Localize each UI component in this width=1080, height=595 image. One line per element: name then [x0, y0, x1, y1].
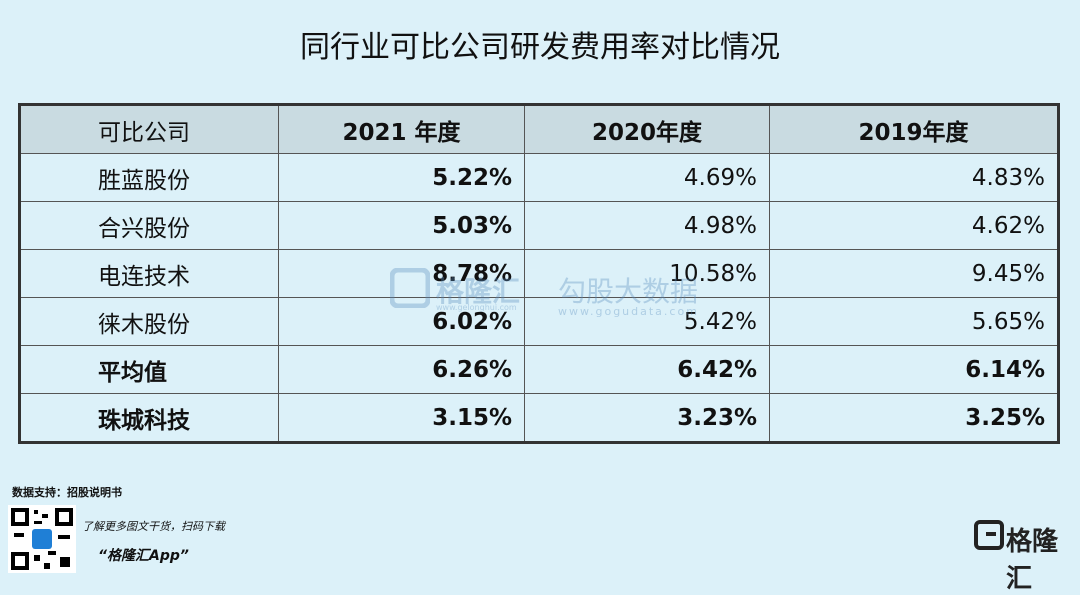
value-cell: 5.03%: [278, 201, 525, 250]
watermark-icon: [389, 267, 431, 309]
value-cell: 3.15%: [278, 393, 525, 443]
value-cell: 4.83%: [769, 153, 1059, 202]
table-row: 电连技术 8.78% 10.58% 9.45%: [19, 249, 1059, 298]
company-cell: 胜蓝股份: [19, 153, 279, 202]
table-row: 胜蓝股份 5.22% 4.69% 4.83%: [19, 153, 1059, 202]
table-row: 徕木股份 6.02% 5.42% 5.65%: [19, 297, 1059, 346]
header-cell: 2021 年度: [278, 104, 525, 154]
logo-text: 格隆汇: [1006, 527, 1059, 594]
table-row: 合兴股份 5.03% 4.98% 4.62%: [19, 201, 1059, 250]
table-row: 平均值 6.26% 6.42% 6.14%: [19, 345, 1059, 394]
value-cell: 8.78%: [278, 249, 525, 298]
title: 同行业可比公司研发费用率对比情况: [300, 30, 780, 65]
value-cell: 6.14%: [769, 345, 1059, 394]
app-name: “格隆汇App”: [98, 548, 189, 564]
header-cell: 2019年度: [769, 104, 1059, 154]
watermark-name: 勾股大数据: [558, 275, 699, 308]
value-cell: 9.45%: [769, 249, 1059, 298]
table-row: 珠城科技 3.15% 3.23% 3.25%: [19, 393, 1059, 443]
value-cell: 5.22%: [278, 153, 525, 202]
value-cell: 6.42%: [524, 345, 770, 394]
watermark-brand: 格隆汇: [436, 275, 521, 308]
value-cell: 3.25%: [769, 393, 1059, 443]
watermark-url: www.gogudata.com: [558, 305, 699, 318]
qr-code: [8, 505, 76, 573]
page: 同行业可比公司研发费用率对比情况 可比公司 2021 年度 2020年度 2019年度…: [8, 30, 1060, 594]
value-cell: 5.65%: [769, 297, 1059, 346]
logo-icon: [974, 520, 1004, 550]
company-cell: 合兴股份: [19, 201, 279, 250]
watermark-logo: [389, 267, 431, 312]
value-cell: 10.58%: [524, 249, 770, 298]
table: 可比公司 2021 年度 2020年度 2019年度 胜蓝股份 5.22% 4.69% 4.…: [18, 103, 1060, 444]
header-cell: 可比公司: [19, 104, 279, 154]
promo-text: 了解更多图文干货，扫码下载: [82, 520, 225, 533]
header-cell: 2020年度: [524, 104, 770, 154]
source: 数据支持：招股说明书: [12, 486, 122, 499]
company-cell: 平均值: [19, 345, 279, 394]
header-row: 可比公司 2021 年度 2020年度 2019年度: [19, 104, 1059, 154]
company-cell: 珠城科技: [19, 393, 279, 443]
company-cell: 电连技术: [19, 249, 279, 298]
watermark-brand-url: www.gelonghui.com: [436, 303, 517, 312]
value-cell: 4.98%: [524, 201, 770, 250]
table-body: 胜蓝股份 5.22% 4.69% 4.83% 合兴股份 5.03% 4.98% 4.62% 电连…: [19, 153, 1059, 443]
company-cell: 徕木股份: [19, 297, 279, 346]
value-cell: 4.69%: [524, 153, 770, 202]
value-cell: 4.62%: [769, 201, 1059, 250]
value-cell: 6.02%: [278, 297, 525, 346]
value-cell: 6.26%: [278, 345, 525, 394]
value-cell: 3.23%: [524, 393, 770, 443]
